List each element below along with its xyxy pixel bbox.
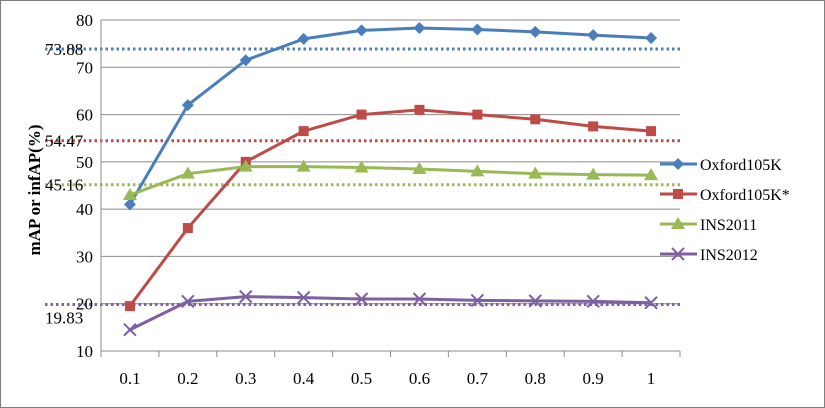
data-point [354,160,369,173]
data-point [412,161,427,174]
data-point [412,292,427,306]
series-line [128,26,652,206]
data-point [586,167,601,180]
y-tick-label: 40 [76,200,93,219]
x-tick-label: 0.1 [119,369,140,388]
data-point [646,126,657,137]
data-point [239,54,252,67]
legend-entry: Oxford105K* [700,187,790,204]
y-tick-label: 60 [76,106,93,125]
legend-marker [673,189,683,199]
y-tick-label: 50 [76,153,93,172]
reference-lines: 73.88 54.47 45.16 19.83 [45,40,680,328]
legend-marker [671,217,685,229]
x-tick-label: 0.9 [583,369,604,388]
data-point [529,25,542,38]
y-tick-label: 80 [76,11,93,30]
reference-line-label: 45.16 [45,176,83,195]
legend-marker [672,158,684,170]
data-point [239,289,253,304]
data-point [471,23,484,36]
data-point [413,22,426,35]
data-point [296,290,311,305]
legend-entry: Oxford105K [700,157,782,174]
x-tick-label: 0.6 [409,369,430,388]
y-axis-title: mAP or infAP(%) [25,125,44,256]
y-tick-label: 20 [76,295,93,314]
series-line [128,108,652,307]
data-point [530,114,541,125]
data-point [298,126,309,137]
x-tick-label: 0.3 [235,369,256,388]
data-point [470,164,485,177]
x-tick-label: 0.5 [351,369,372,388]
data-point [355,24,368,37]
data-point [644,168,659,181]
x-tick-label: 0.8 [525,369,546,388]
data-point [414,104,425,115]
series-group [122,22,659,337]
reference-line-label: 19.83 [45,309,83,328]
data-point [528,166,543,179]
data-point [181,294,195,309]
y-tick-label: 30 [76,247,93,266]
data-point [645,31,658,44]
data-point [356,109,367,120]
data-point [180,166,195,179]
reference-line-label: 73.88 [45,40,83,59]
data-point [472,109,483,120]
data-point [297,32,310,45]
x-tick-label: 0.2 [177,369,198,388]
data-point [181,99,194,112]
data-point [354,292,369,306]
data-point [296,159,311,172]
data-point [124,301,135,312]
data-point [586,294,600,309]
data-point [588,121,599,132]
axes: 10 20 30 40 50 60 70 80 0.1 0.2 0.3 0.4 0.5 0.6 0.7 0.8… [76,11,681,388]
data-point [122,187,137,200]
x-tick-label: 0.7 [467,369,489,388]
data-point [182,223,193,234]
legend-entry: INS2012 [700,247,758,264]
data-point [238,159,253,172]
data-point [587,29,600,42]
legend: Oxford105K Oxford105K* INS2011 INS2012 [660,157,790,264]
reference-line-label: 54.47 [45,132,84,151]
x-tick-label: 1 [647,369,656,388]
data-point [644,296,658,310]
y-tick-label: 10 [76,342,93,361]
data-point [123,323,137,337]
data-point [123,198,136,211]
data-point [528,294,542,308]
series-line [129,165,652,197]
y-tick-label: 70 [76,58,93,77]
series-line [129,295,652,332]
x-tick-label: 0.4 [293,369,315,388]
legend-marker [671,247,685,261]
data-point [470,293,485,308]
legend-entry: INS2011 [700,217,757,234]
